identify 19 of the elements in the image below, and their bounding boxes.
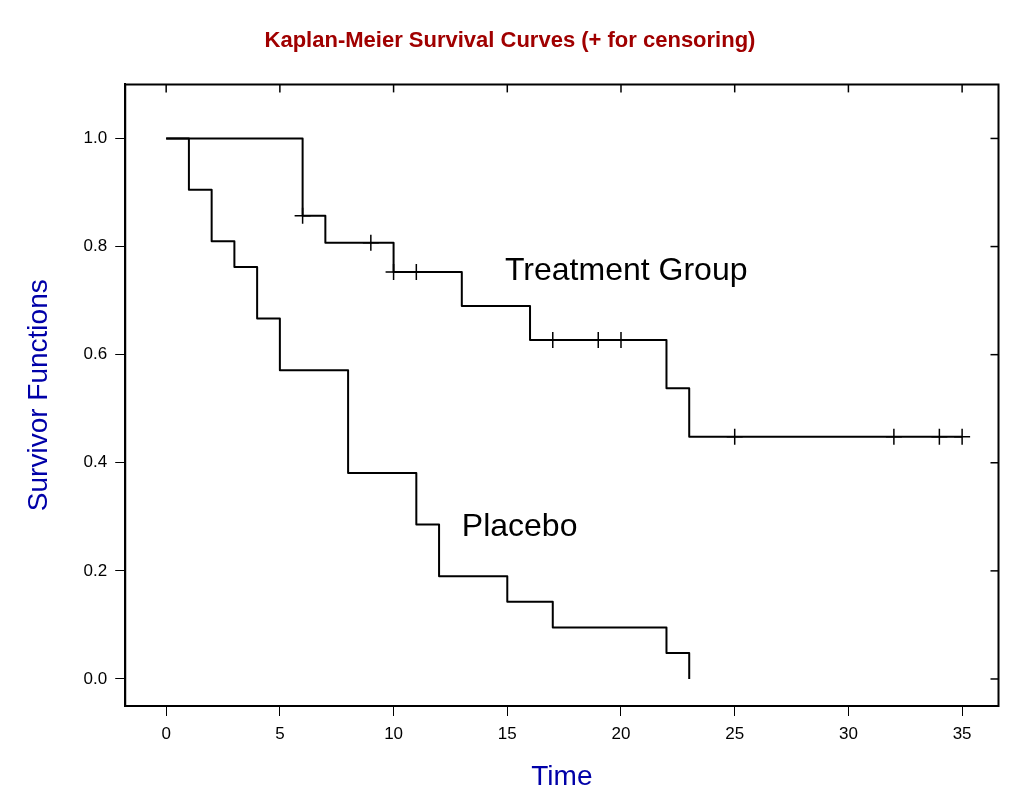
- series-label: Treatment Group: [505, 250, 748, 287]
- x-axis-title: Time: [531, 759, 593, 791]
- y-tick-label: 0.4: [83, 452, 108, 472]
- x-tick-label: 15: [497, 723, 517, 743]
- y-tick-label: 0.2: [83, 560, 108, 580]
- x-tick-label: 30: [838, 723, 858, 743]
- x-tick-label: 25: [725, 723, 745, 743]
- x-tick-label: 0: [161, 723, 171, 743]
- y-tick-label: 0.8: [83, 236, 108, 256]
- chart-title: Kaplan-Meier Survival Curves (+ for censoring): [264, 27, 756, 53]
- y-axis-title: Survivor Functions: [21, 279, 53, 512]
- x-tick-label: 5: [275, 723, 285, 743]
- y-tick-label: 1.0: [83, 128, 108, 148]
- x-tick-label: 35: [952, 723, 972, 743]
- x-tick-label: 10: [384, 723, 404, 743]
- y-tick-label: 0.6: [83, 344, 108, 364]
- y-tick-label: 0.0: [83, 668, 108, 688]
- series-label: Placebo: [461, 507, 578, 544]
- x-tick-label: 20: [611, 723, 631, 743]
